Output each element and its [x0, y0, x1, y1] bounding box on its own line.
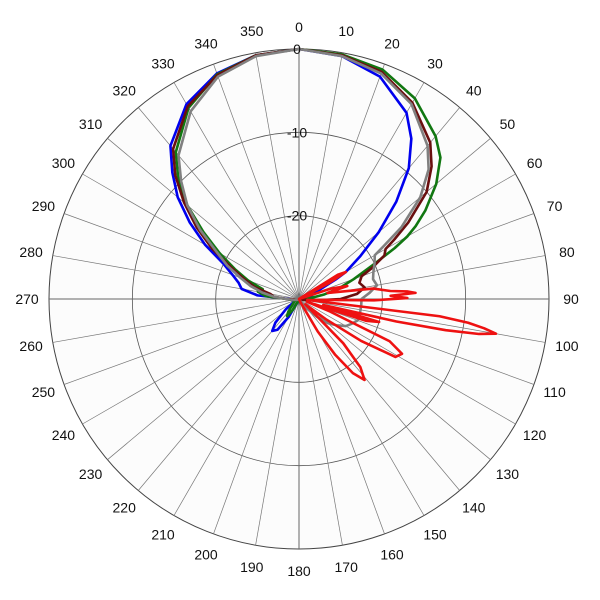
grid-spoke: [82, 173, 300, 300]
grid-spoke: [298, 138, 491, 300]
grid-spoke: [107, 138, 300, 300]
angle-tick-label: 320: [113, 83, 137, 99]
angle-tick-label: 80: [559, 244, 575, 260]
grid-spoke: [298, 63, 385, 300]
angle-tick-label: 140: [462, 499, 486, 515]
grid-spoke: [298, 107, 460, 300]
angle-tick-label: 10: [338, 23, 354, 39]
radial-tick-label: -10: [287, 124, 307, 140]
radial-tick-label: -20: [287, 208, 307, 224]
grid-spoke: [298, 298, 385, 535]
angle-tick-label: 220: [113, 499, 137, 515]
angle-tick-label: 180: [287, 563, 311, 579]
grid-spoke: [213, 298, 300, 535]
grid-spoke: [298, 298, 535, 385]
grid-spoke: [173, 298, 300, 516]
angle-tick-label: 70: [547, 198, 563, 214]
angle-tick-label: 340: [194, 35, 218, 51]
grid-spoke: [298, 298, 491, 460]
grid-spoke: [298, 82, 425, 300]
grid-spoke: [298, 298, 546, 343]
angle-tick-label: 190: [240, 559, 264, 575]
angle-tick-label: 0: [295, 19, 303, 35]
grid-spoke: [52, 298, 300, 343]
grid-spoke: [63, 298, 300, 385]
angle-tick-label: 90: [563, 291, 579, 307]
angle-tick-label: 170: [335, 559, 359, 575]
grid-spoke: [298, 298, 516, 425]
angle-tick-label: 110: [543, 384, 566, 400]
radial-tick-label: 0: [293, 41, 301, 57]
grid-spoke: [255, 298, 300, 546]
angle-tick-label: 20: [384, 35, 400, 51]
angle-tick-label: 240: [52, 427, 76, 443]
angle-tick-label: 260: [19, 338, 43, 354]
angle-tick-label: 290: [32, 198, 56, 214]
angle-tick-label: 350: [240, 23, 264, 39]
grid-spoke: [213, 63, 300, 300]
angle-tick-label: 310: [79, 116, 103, 132]
series-line-5: [297, 270, 498, 382]
angle-tick-label: 300: [52, 155, 76, 171]
angle-tick-label: 50: [500, 116, 516, 132]
grid-spoke: [298, 298, 343, 546]
angle-tick-label: 250: [32, 384, 56, 400]
angle-tick-label: 130: [496, 466, 520, 482]
series-line-3: [171, 47, 433, 302]
grid-spoke: [298, 52, 343, 300]
angle-tick-label: 30: [427, 55, 443, 71]
angle-tick-label: 230: [79, 466, 103, 482]
grid-spoke: [63, 213, 300, 300]
angle-tick-label: 120: [523, 427, 547, 443]
grid-spoke: [298, 298, 460, 491]
series-line-1: [169, 47, 413, 333]
series-layer: [169, 47, 498, 382]
grid-spoke: [107, 298, 300, 460]
grid-spoke: [255, 52, 300, 300]
grid-spoke: [138, 107, 300, 300]
angle-tick-label: 280: [19, 244, 43, 260]
grid-spoke: [82, 298, 300, 425]
angle-tick-label: 270: [15, 291, 39, 307]
angle-tick-label: 160: [380, 547, 404, 563]
angle-tick-label: 150: [423, 527, 447, 543]
label-layer: 0 10 20 30 40 50 60 70 80 90 100 110 120 130 140 150 160…: [15, 19, 579, 579]
angle-tick-label: 200: [194, 547, 218, 563]
angle-tick-label: 60: [527, 155, 543, 171]
angle-tick-label: 40: [466, 83, 482, 99]
angle-tick-label: 210: [151, 527, 175, 543]
angle-tick-label: 330: [151, 55, 175, 71]
angle-tick-label: 100: [555, 338, 579, 354]
grid-spoke: [173, 82, 300, 300]
grid-spoke: [298, 213, 535, 300]
